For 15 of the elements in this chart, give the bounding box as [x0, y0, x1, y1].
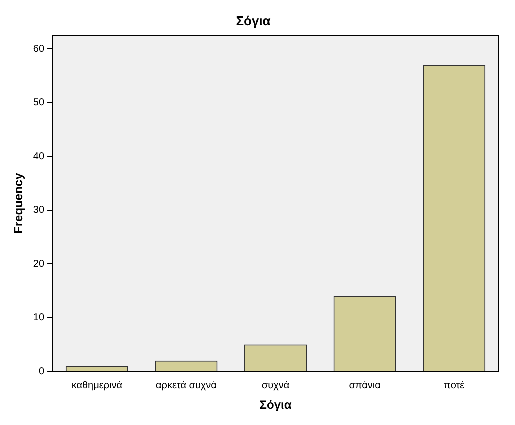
y-tick-label: 10 — [33, 312, 45, 324]
x-axis-title: Σόγια — [260, 398, 292, 412]
y-tick-label: 50 — [33, 98, 45, 109]
y-tick-label: 20 — [33, 258, 45, 270]
x-tick-label: συχνά — [262, 380, 290, 392]
x-tick-label: σπάνια — [349, 380, 382, 392]
y-tick-label: 40 — [33, 151, 45, 162]
x-tick-label: αρκετά συχνά — [156, 380, 218, 392]
y-axis-title: Frequency — [12, 172, 26, 234]
y-tick-label: 60 — [33, 44, 45, 55]
y-tick-label: 30 — [33, 205, 45, 216]
chart-title: Σόγια — [236, 13, 271, 28]
x-tick-label: καθημερινά — [72, 380, 123, 392]
x-tick-label: ποτέ — [444, 380, 466, 392]
y-tick-label: 0 — [38, 366, 45, 378]
